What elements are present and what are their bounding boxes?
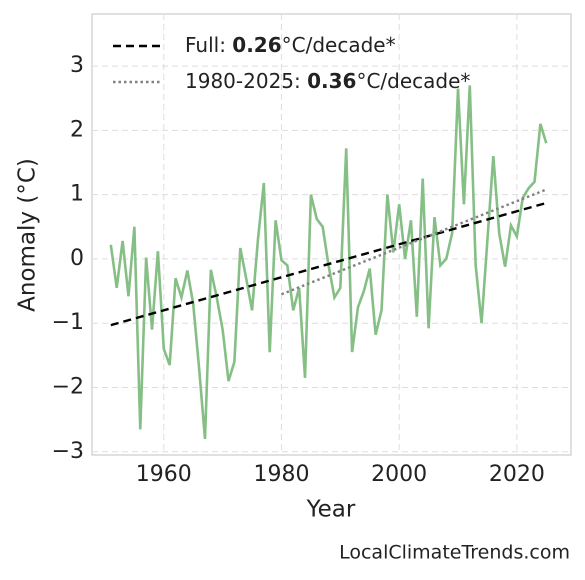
y-tick-label: 1 — [70, 182, 84, 207]
legend-unit: °C/decade* — [356, 69, 470, 93]
y-tick-label: 2 — [70, 117, 84, 142]
x-tick-label: 2000 — [371, 462, 427, 487]
legend-prefix: Full: — [185, 33, 232, 57]
legend-label: 1980-2025: 0.36°C/decade* — [185, 69, 470, 93]
legend-prefix: 1980-2025: — [185, 69, 307, 93]
y-tick-label: −2 — [52, 375, 84, 400]
y-tick-label: 0 — [70, 246, 84, 271]
legend-label: Full: 0.26°C/decade* — [185, 33, 396, 57]
y-tick-label: −3 — [52, 439, 84, 464]
x-tick-label: 1960 — [136, 462, 192, 487]
y-axis-label: Anomaly (°C) — [15, 158, 41, 312]
x-axis-label: Year — [306, 497, 356, 523]
legend-rate: 0.26 — [232, 33, 281, 57]
data-line — [109, 85, 548, 440]
x-tick-label: 1980 — [253, 462, 309, 487]
y-tick-label: −1 — [52, 310, 84, 335]
source: LocalClimateTrends.com — [339, 542, 570, 564]
trend-line — [110, 201, 547, 327]
trend-line — [281, 188, 547, 296]
y-tick-label: 3 — [70, 53, 84, 78]
legend-unit: °C/decade* — [282, 33, 396, 57]
legend-rate: 0.36 — [307, 69, 356, 93]
plot-frame — [91, 13, 572, 456]
x-tick-label: 2020 — [489, 462, 545, 487]
